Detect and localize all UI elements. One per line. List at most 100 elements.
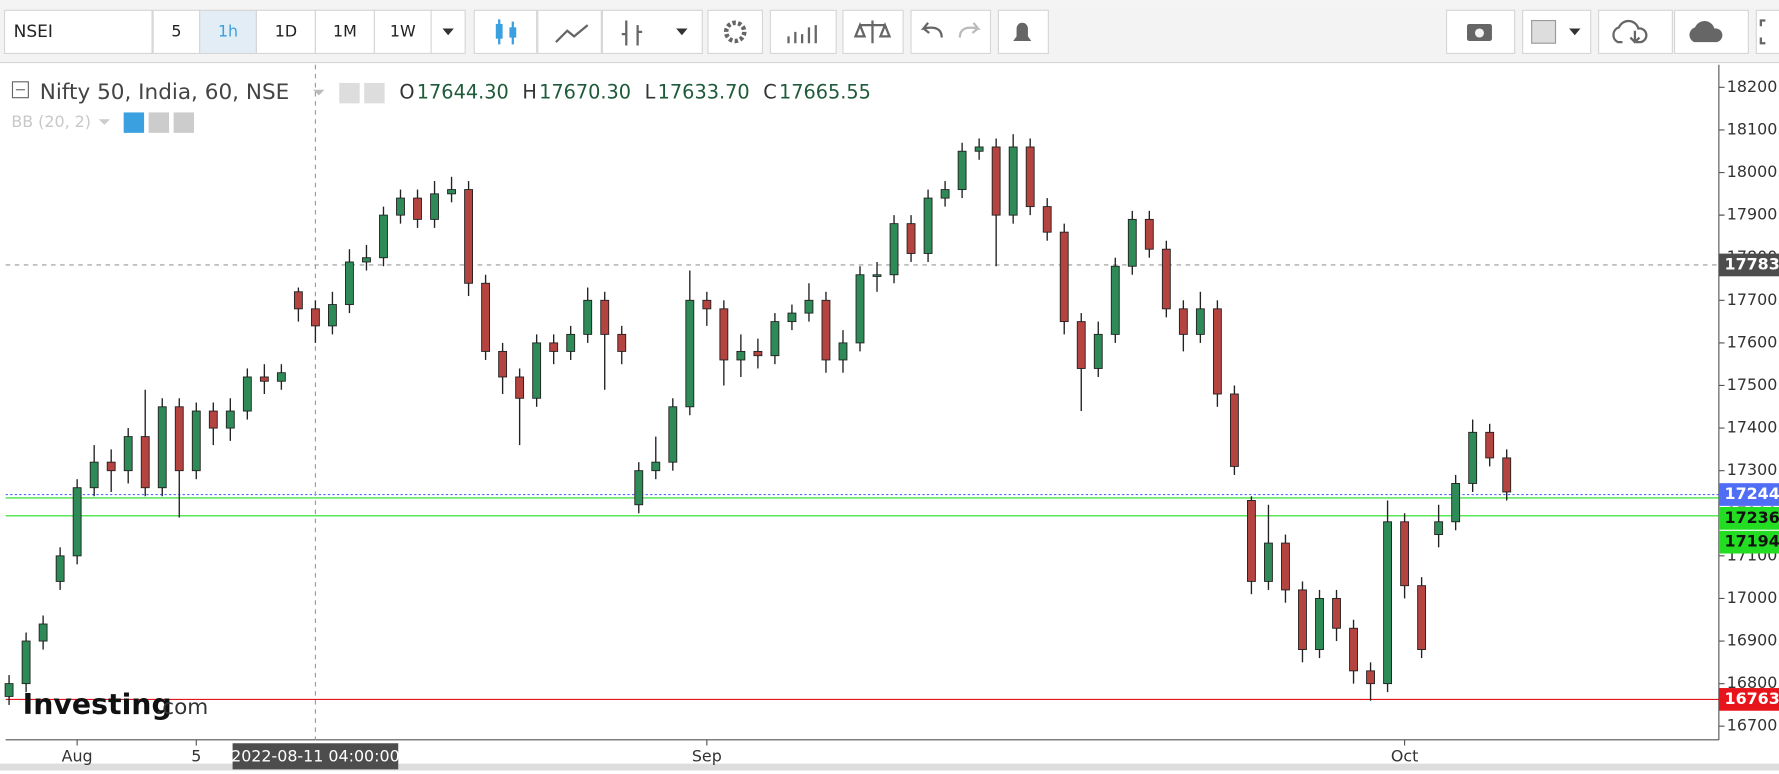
- symbol: NSEI: [14, 22, 53, 42]
- candle-body: [328, 304, 337, 327]
- y-tick-label: 17700.: [1727, 290, 1779, 309]
- y-tick-label: 18100.: [1727, 119, 1779, 138]
- candle-body: [1315, 597, 1324, 651]
- x-tick-label: Sep: [692, 746, 722, 765]
- undo-redo[interactable]: [910, 9, 992, 55]
- collapse-icon[interactable]: [11, 81, 29, 99]
- remove-icon[interactable]: [173, 112, 195, 133]
- candle-body: [1076, 321, 1086, 369]
- y-tick-label: 18200.: [1727, 77, 1779, 96]
- candle-body: [1178, 308, 1188, 335]
- y-tick-label: 17600.: [1727, 332, 1779, 351]
- symbol-box[interactable]: [3, 9, 153, 55]
- candle-body: [532, 342, 542, 399]
- candle-body: [4, 683, 14, 697]
- ohlc-legend: O 17644.30 H 17670.30 L 17633.70 C 17665.55: [399, 81, 871, 104]
- dropdown: [676, 28, 688, 36]
- candle-body: [855, 274, 865, 344]
- candle-body: [430, 193, 439, 220]
- alert-button[interactable]: [997, 9, 1049, 55]
- candle-body: [276, 372, 286, 382]
- upload-icon: [1689, 21, 1723, 43]
- candle-body: [345, 261, 354, 306]
- y-tick-label: 17300.: [1727, 460, 1779, 479]
- candle-body: [617, 333, 627, 352]
- price-label-box: [1718, 483, 1779, 506]
- candle-body: [447, 189, 456, 195]
- candle-body: [515, 376, 525, 399]
- x-tick-label: Aug: [62, 746, 93, 765]
- candle-body: [157, 406, 167, 489]
- line-icon: [555, 24, 589, 43]
- y-tick-label: 16700.: [1727, 716, 1779, 735]
- crosshair-x-label: 2022-08-11 04:00:00: [231, 746, 400, 765]
- gear-icon[interactable]: [364, 82, 385, 104]
- candle-body: [310, 308, 320, 327]
- candle-body: [1195, 308, 1205, 335]
- candle-body: [1281, 542, 1290, 591]
- candle-button[interactable]: [473, 9, 538, 55]
- candle-body: [668, 406, 678, 463]
- alert-icon: [1013, 22, 1032, 41]
- price-label-box: [1718, 688, 1779, 711]
- candle-body: [1229, 393, 1239, 467]
- dropdown: [442, 28, 454, 36]
- interval-button[interactable]: [255, 9, 316, 55]
- candle-body: [1161, 248, 1171, 310]
- interval-button[interactable]: [152, 9, 201, 55]
- candle-body: [123, 436, 133, 472]
- candle-body: [906, 223, 916, 254]
- fullscreen-button[interactable]: [1755, 9, 1779, 55]
- ohlc-value: 17633.70: [658, 81, 750, 104]
- candle-body: [208, 410, 218, 429]
- ohlc-value: 17665.55: [779, 81, 871, 104]
- candle-body: [140, 436, 150, 489]
- candle-body: [72, 487, 82, 557]
- candle-body: [498, 350, 508, 378]
- candle-body: [396, 197, 405, 216]
- crosshair-x-box: [232, 743, 399, 770]
- gear-icon[interactable]: [148, 112, 170, 133]
- candle-body: [651, 461, 661, 472]
- interval-button[interactable]: [199, 9, 257, 55]
- candle-body: [191, 410, 201, 472]
- compare-button[interactable]: [842, 9, 904, 55]
- settings-button[interactable]: [707, 9, 763, 55]
- interval-label: 1D: [275, 21, 297, 40]
- ohlc-key: H: [522, 81, 537, 104]
- candle-body: [923, 197, 933, 254]
- y-tick-label: 17000.: [1727, 588, 1779, 607]
- dropdown: [1569, 28, 1581, 36]
- compare-icon: [853, 20, 892, 44]
- plot-area: Aug 5 Sep Oct 2022-08-11 04:00:00: [4, 64, 1719, 770]
- candle-body: [719, 308, 729, 361]
- candle-body: [600, 299, 610, 335]
- candle-body: [1417, 585, 1427, 651]
- bar-button[interactable]: [601, 9, 703, 55]
- candle-body: [1042, 206, 1052, 233]
- x-tick-label: Oct: [1391, 746, 1418, 765]
- candle-body: [1127, 218, 1137, 267]
- candle-body: [106, 461, 116, 472]
- indicators-button[interactable]: [769, 9, 837, 55]
- y-tick-label: 16800.: [1727, 673, 1779, 692]
- logo-suffix: .com: [155, 695, 208, 720]
- ohlc-value: 17644.30: [417, 81, 509, 104]
- y-tick-label: 16900.: [1727, 631, 1779, 650]
- y-tick-label: 17900.: [1727, 205, 1779, 224]
- candle-body: [1008, 146, 1018, 216]
- eye-icon[interactable]: [339, 82, 360, 104]
- candle-body: [1144, 218, 1154, 250]
- candle-body: [974, 146, 984, 152]
- interval-label: 1M: [333, 21, 357, 40]
- candle-body: [1110, 265, 1120, 335]
- x-tick-label: 5: [191, 746, 201, 765]
- interval-label: 1h: [218, 21, 238, 40]
- candle-body: [821, 299, 831, 361]
- candle-body: [1093, 333, 1103, 369]
- dropdown: [313, 89, 325, 96]
- price-label: 16763.: [1725, 689, 1779, 708]
- candle-body: [566, 333, 576, 352]
- settings-icon: [723, 20, 747, 44]
- eye-icon[interactable]: [123, 112, 145, 133]
